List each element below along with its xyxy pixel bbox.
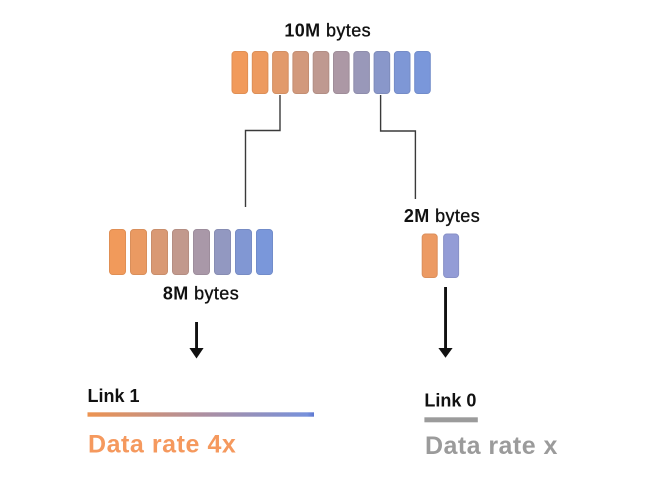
svg-text:Data rate 4x: Data rate 4x: [88, 431, 236, 459]
svg-text:Link 1: Link 1: [88, 386, 140, 406]
svg-text:8M bytes: 8M bytes: [163, 283, 239, 303]
svg-text:Data rate x: Data rate x: [425, 432, 558, 460]
svg-text:Link 0: Link 0: [424, 391, 476, 411]
svg-text:2M bytes: 2M bytes: [404, 206, 480, 226]
svg-text:10M bytes: 10M bytes: [284, 20, 371, 40]
